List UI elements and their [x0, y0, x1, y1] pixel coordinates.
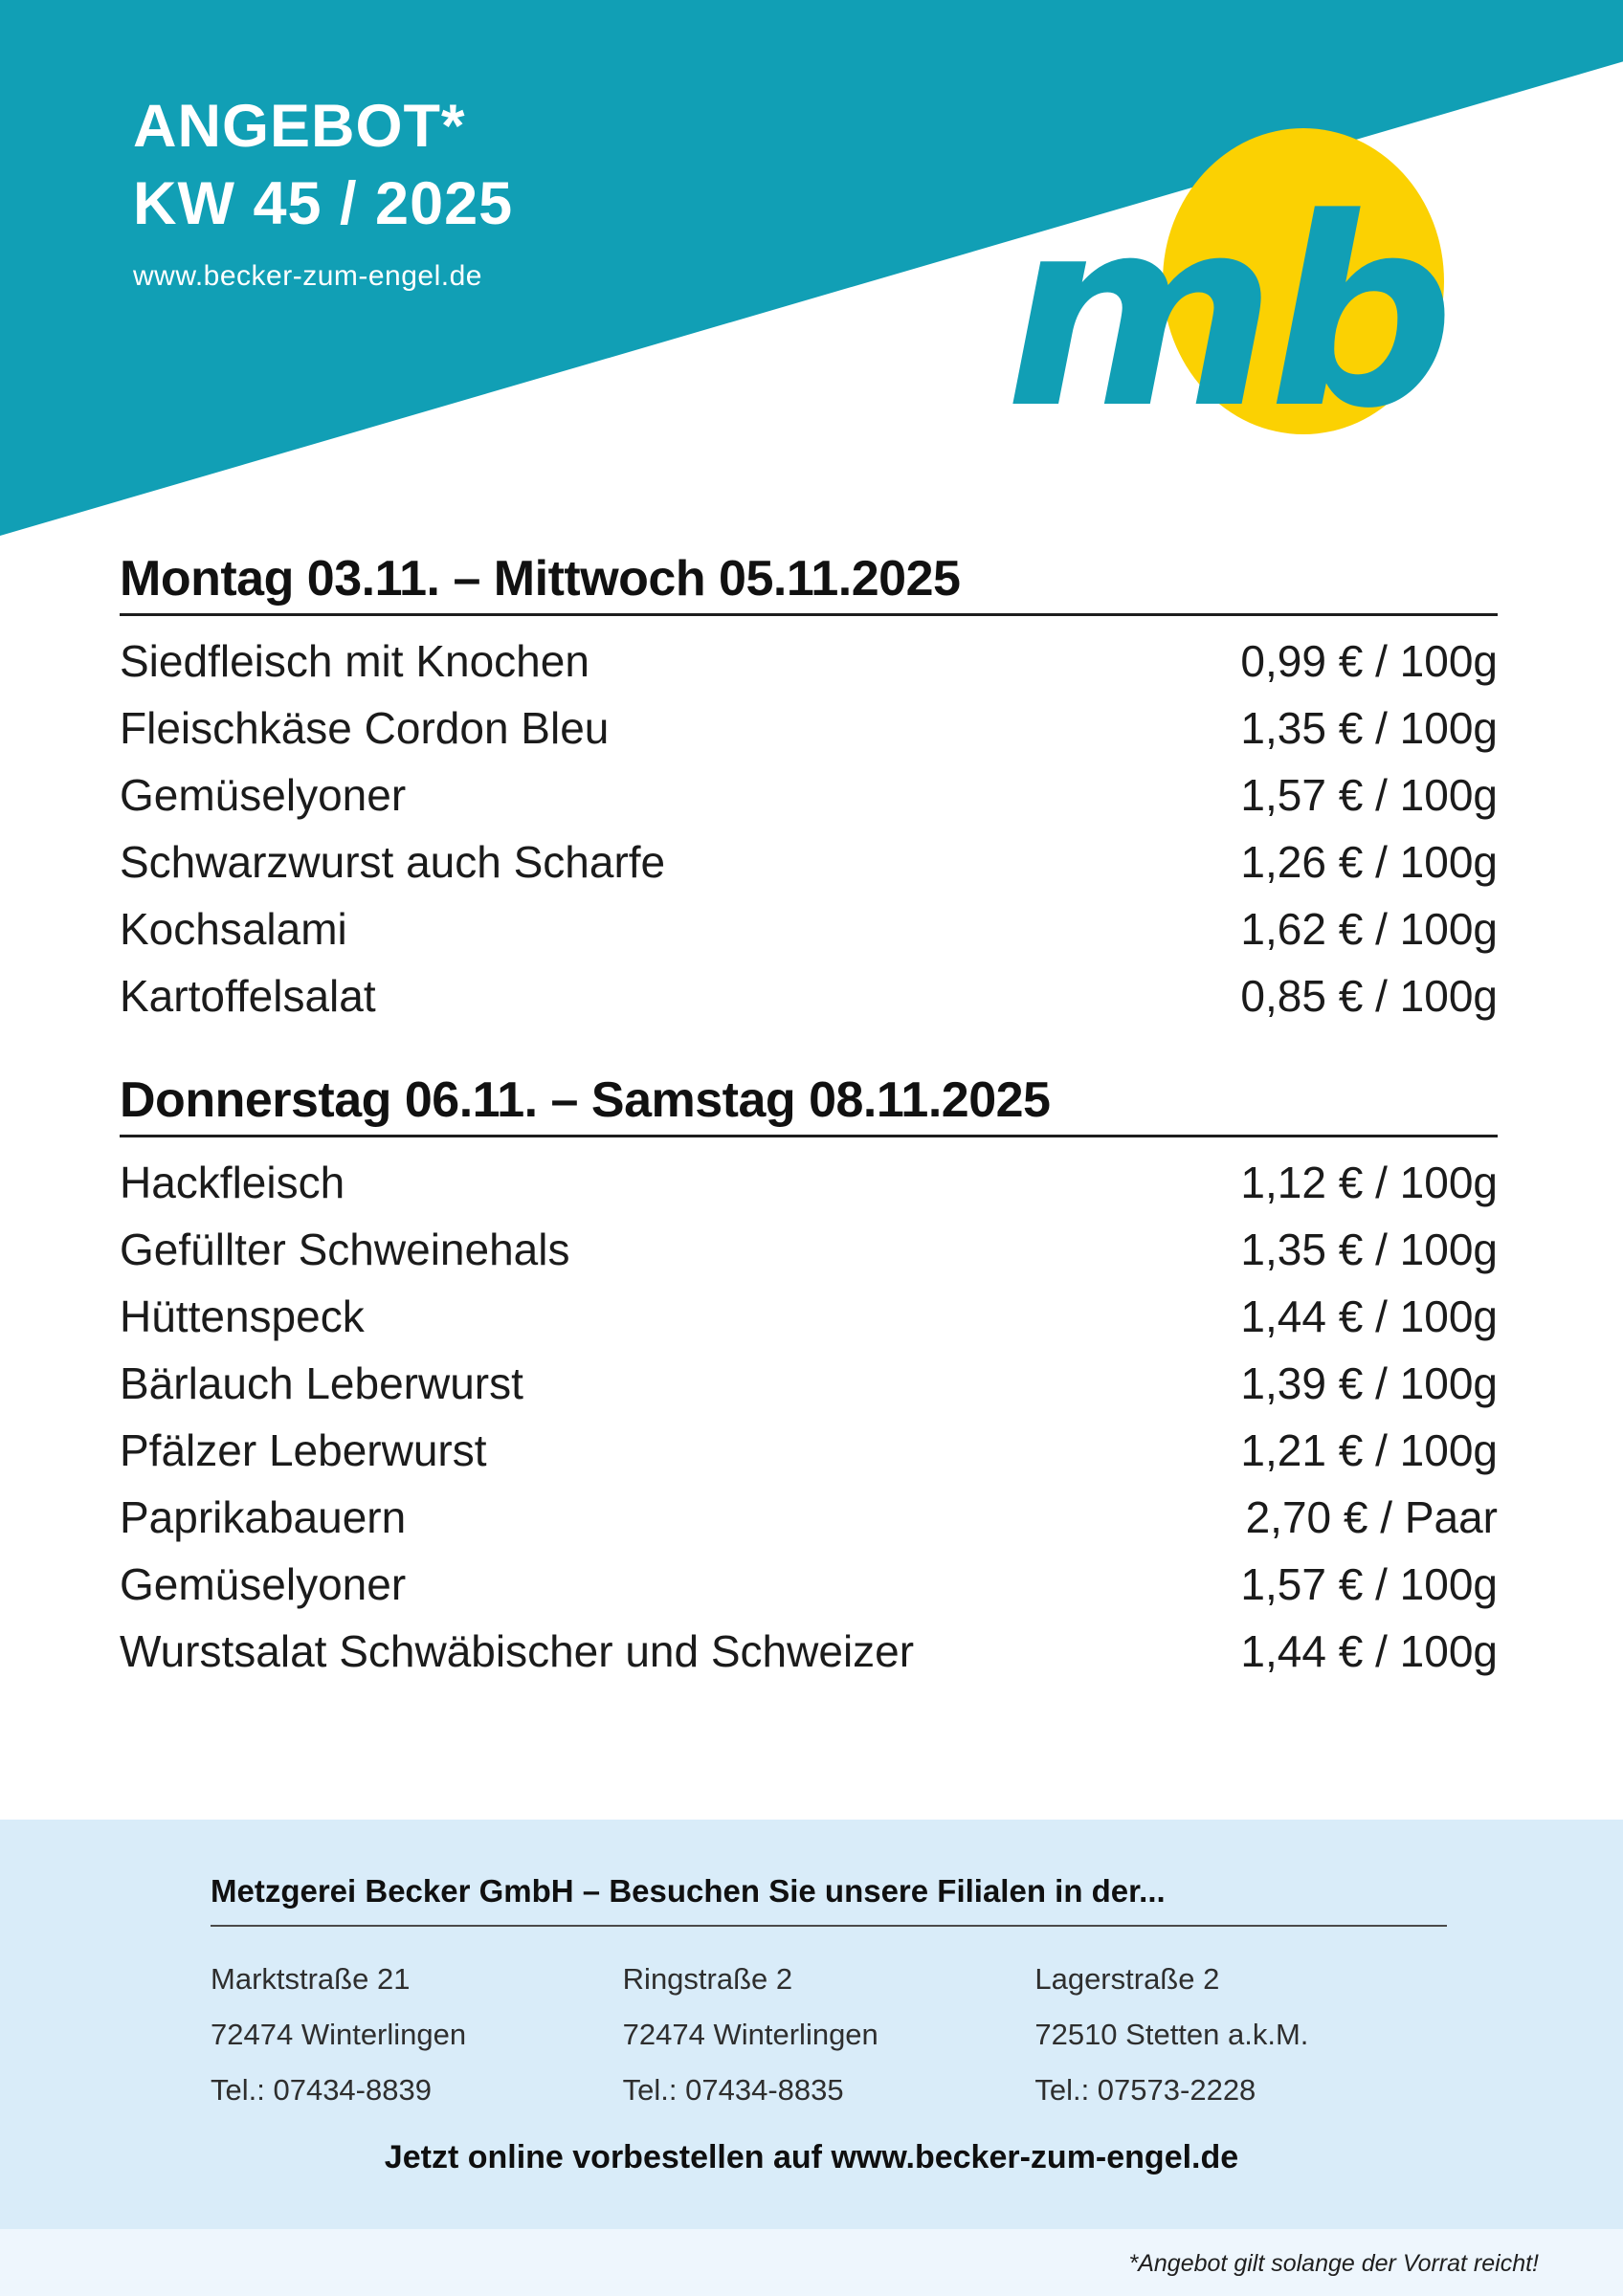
footer-heading: Metzgerei Becker GmbH – Besuchen Sie uns… [211, 1873, 1166, 1909]
website-url: www.becker-zum-engel.de [133, 260, 482, 292]
product-name: Hackfleisch [120, 1158, 345, 1207]
offer-row: Gemüselyoner 1,57 € / 100g [120, 1551, 1498, 1618]
header-text-block: ANGEBOT* KW 45 / 2025 www.becker-zum-eng… [133, 88, 513, 293]
branch-street: Ringstraße 2 [622, 1962, 793, 1996]
offer-section-thu-sat: Donnerstag 06.11. – Samstag 08.11.2025 H… [120, 1073, 1498, 1685]
offer-row: Hüttenspeck 1,44 € / 100g [120, 1283, 1498, 1350]
product-name: Kochsalami [120, 904, 347, 954]
offer-row: Pfälzer Leberwurst 1,21 € / 100g [120, 1417, 1498, 1484]
footer: Metzgerei Becker GmbH – Besuchen Sie uns… [0, 1820, 1623, 2229]
product-name: Siedfleisch mit Knochen [120, 636, 589, 686]
logo-monogram: mb [1005, 164, 1447, 459]
offer-row: Kochsalami 1,62 € / 100g [120, 895, 1498, 962]
product-name: Paprikabauern [120, 1492, 407, 1542]
branch-phone: Tel.: 07434-8835 [622, 2073, 844, 2107]
product-price: 1,57 € / 100g [1240, 1559, 1498, 1609]
logo-circle [1163, 128, 1444, 434]
offer-row: Fleischkäse Cordon Bleu 1,35 € / 100g [120, 695, 1498, 762]
product-name: Kartoffelsalat [120, 971, 376, 1021]
product-price: 1,12 € / 100g [1240, 1158, 1498, 1207]
product-price: 1,35 € / 100g [1240, 703, 1498, 753]
branch-lagerstrasse: Lagerstraße 2 72510 Stetten a.k.M. Tel.:… [1034, 1952, 1447, 2118]
offer-row: Paprikabauern 2,70 € / Paar [120, 1484, 1498, 1551]
section-title: Donnerstag 06.11. – Samstag 08.11.2025 [120, 1072, 1051, 1128]
branch-list: Marktstraße 21 72474 Winterlingen Tel.: … [211, 1952, 1447, 2118]
product-price: 2,70 € / Paar [1245, 1492, 1498, 1542]
offer-row: Bärlauch Leberwurst 1,39 € / 100g [120, 1350, 1498, 1417]
branch-ringstrasse: Ringstraße 2 72474 Winterlingen Tel.: 07… [623, 1952, 1035, 2118]
product-price: 1,39 € / 100g [1240, 1358, 1498, 1408]
product-name: Bärlauch Leberwurst [120, 1358, 523, 1408]
branch-city: 72474 Winterlingen [211, 2018, 467, 2051]
product-name: Pfälzer Leberwurst [120, 1425, 487, 1475]
branch-phone: Tel.: 07573-2228 [1034, 2073, 1256, 2107]
product-price: 1,21 € / 100g [1240, 1425, 1498, 1475]
offer-list: Hackfleisch 1,12 € / 100g Gefüllter Schw… [120, 1149, 1498, 1685]
product-price: 1,62 € / 100g [1240, 904, 1498, 954]
product-price: 1,44 € / 100g [1240, 1292, 1498, 1341]
offer-row: Hackfleisch 1,12 € / 100g [120, 1149, 1498, 1216]
product-name: Schwarzwurst auch Scharfe [120, 837, 666, 887]
offer-disclaimer: *Angebot gilt solange der Vorrat reicht! [1128, 2250, 1540, 2277]
product-price: 1,44 € / 100g [1240, 1626, 1498, 1676]
offer-row: Schwarzwurst auch Scharfe 1,26 € / 100g [120, 828, 1498, 895]
product-name: Hüttenspeck [120, 1292, 365, 1341]
branch-marktstrasse: Marktstraße 21 72474 Winterlingen Tel.: … [211, 1952, 623, 2118]
page-title-line1: ANGEBOT* [133, 93, 466, 160]
product-price: 1,35 € / 100g [1240, 1225, 1498, 1274]
mb-logo: mb [1005, 128, 1455, 459]
offers-content: Montag 03.11. – Mittwoch 05.11.2025 Sied… [120, 552, 1498, 1685]
offer-list: Siedfleisch mit Knochen 0,99 € / 100g Fl… [120, 628, 1498, 1029]
page-title: ANGEBOT* KW 45 / 2025 [133, 88, 513, 243]
order-online-cta: Jetzt online vorbestellen auf www.becker… [384, 2139, 1239, 2175]
offer-section-mon-wed: Montag 03.11. – Mittwoch 05.11.2025 Sied… [120, 552, 1498, 1029]
product-name: Wurstsalat Schwäbischer und Schweizer [120, 1626, 915, 1676]
product-price: 0,85 € / 100g [1240, 971, 1498, 1021]
footer-divider [211, 1925, 1447, 1927]
product-name: Gemüselyoner [120, 1559, 407, 1609]
branch-city: 72510 Stetten a.k.M. [1034, 2018, 1309, 2051]
offer-row: Gefüllter Schweinehals 1,35 € / 100g [120, 1216, 1498, 1283]
footer-content: Metzgerei Becker GmbH – Besuchen Sie uns… [211, 1873, 1447, 2118]
product-name: Fleischkäse Cordon Bleu [120, 703, 610, 753]
section-divider [120, 1135, 1498, 1137]
product-price: 1,57 € / 100g [1240, 770, 1498, 820]
product-name: Gemüselyoner [120, 770, 407, 820]
offer-row: Gemüselyoner 1,57 € / 100g [120, 762, 1498, 828]
offer-row: Wurstsalat Schwäbischer und Schweizer 1,… [120, 1618, 1498, 1685]
branch-street: Marktstraße 21 [211, 1962, 411, 1996]
branch-city: 72474 Winterlingen [622, 2018, 878, 2051]
branch-street: Lagerstraße 2 [1034, 1962, 1220, 1996]
offer-row: Siedfleisch mit Knochen 0,99 € / 100g [120, 628, 1498, 695]
product-price: 0,99 € / 100g [1240, 636, 1498, 686]
footnote-bar: *Angebot gilt solange der Vorrat reicht! [0, 2229, 1623, 2296]
product-name: Gefüllter Schweinehals [120, 1225, 570, 1274]
offer-row: Kartoffelsalat 0,85 € / 100g [120, 962, 1498, 1029]
product-price: 1,26 € / 100g [1240, 837, 1498, 887]
section-divider [120, 613, 1498, 616]
section-title: Montag 03.11. – Mittwoch 05.11.2025 [120, 551, 961, 607]
page-title-line2: KW 45 / 2025 [133, 170, 514, 237]
branch-phone: Tel.: 07434-8839 [211, 2073, 432, 2107]
